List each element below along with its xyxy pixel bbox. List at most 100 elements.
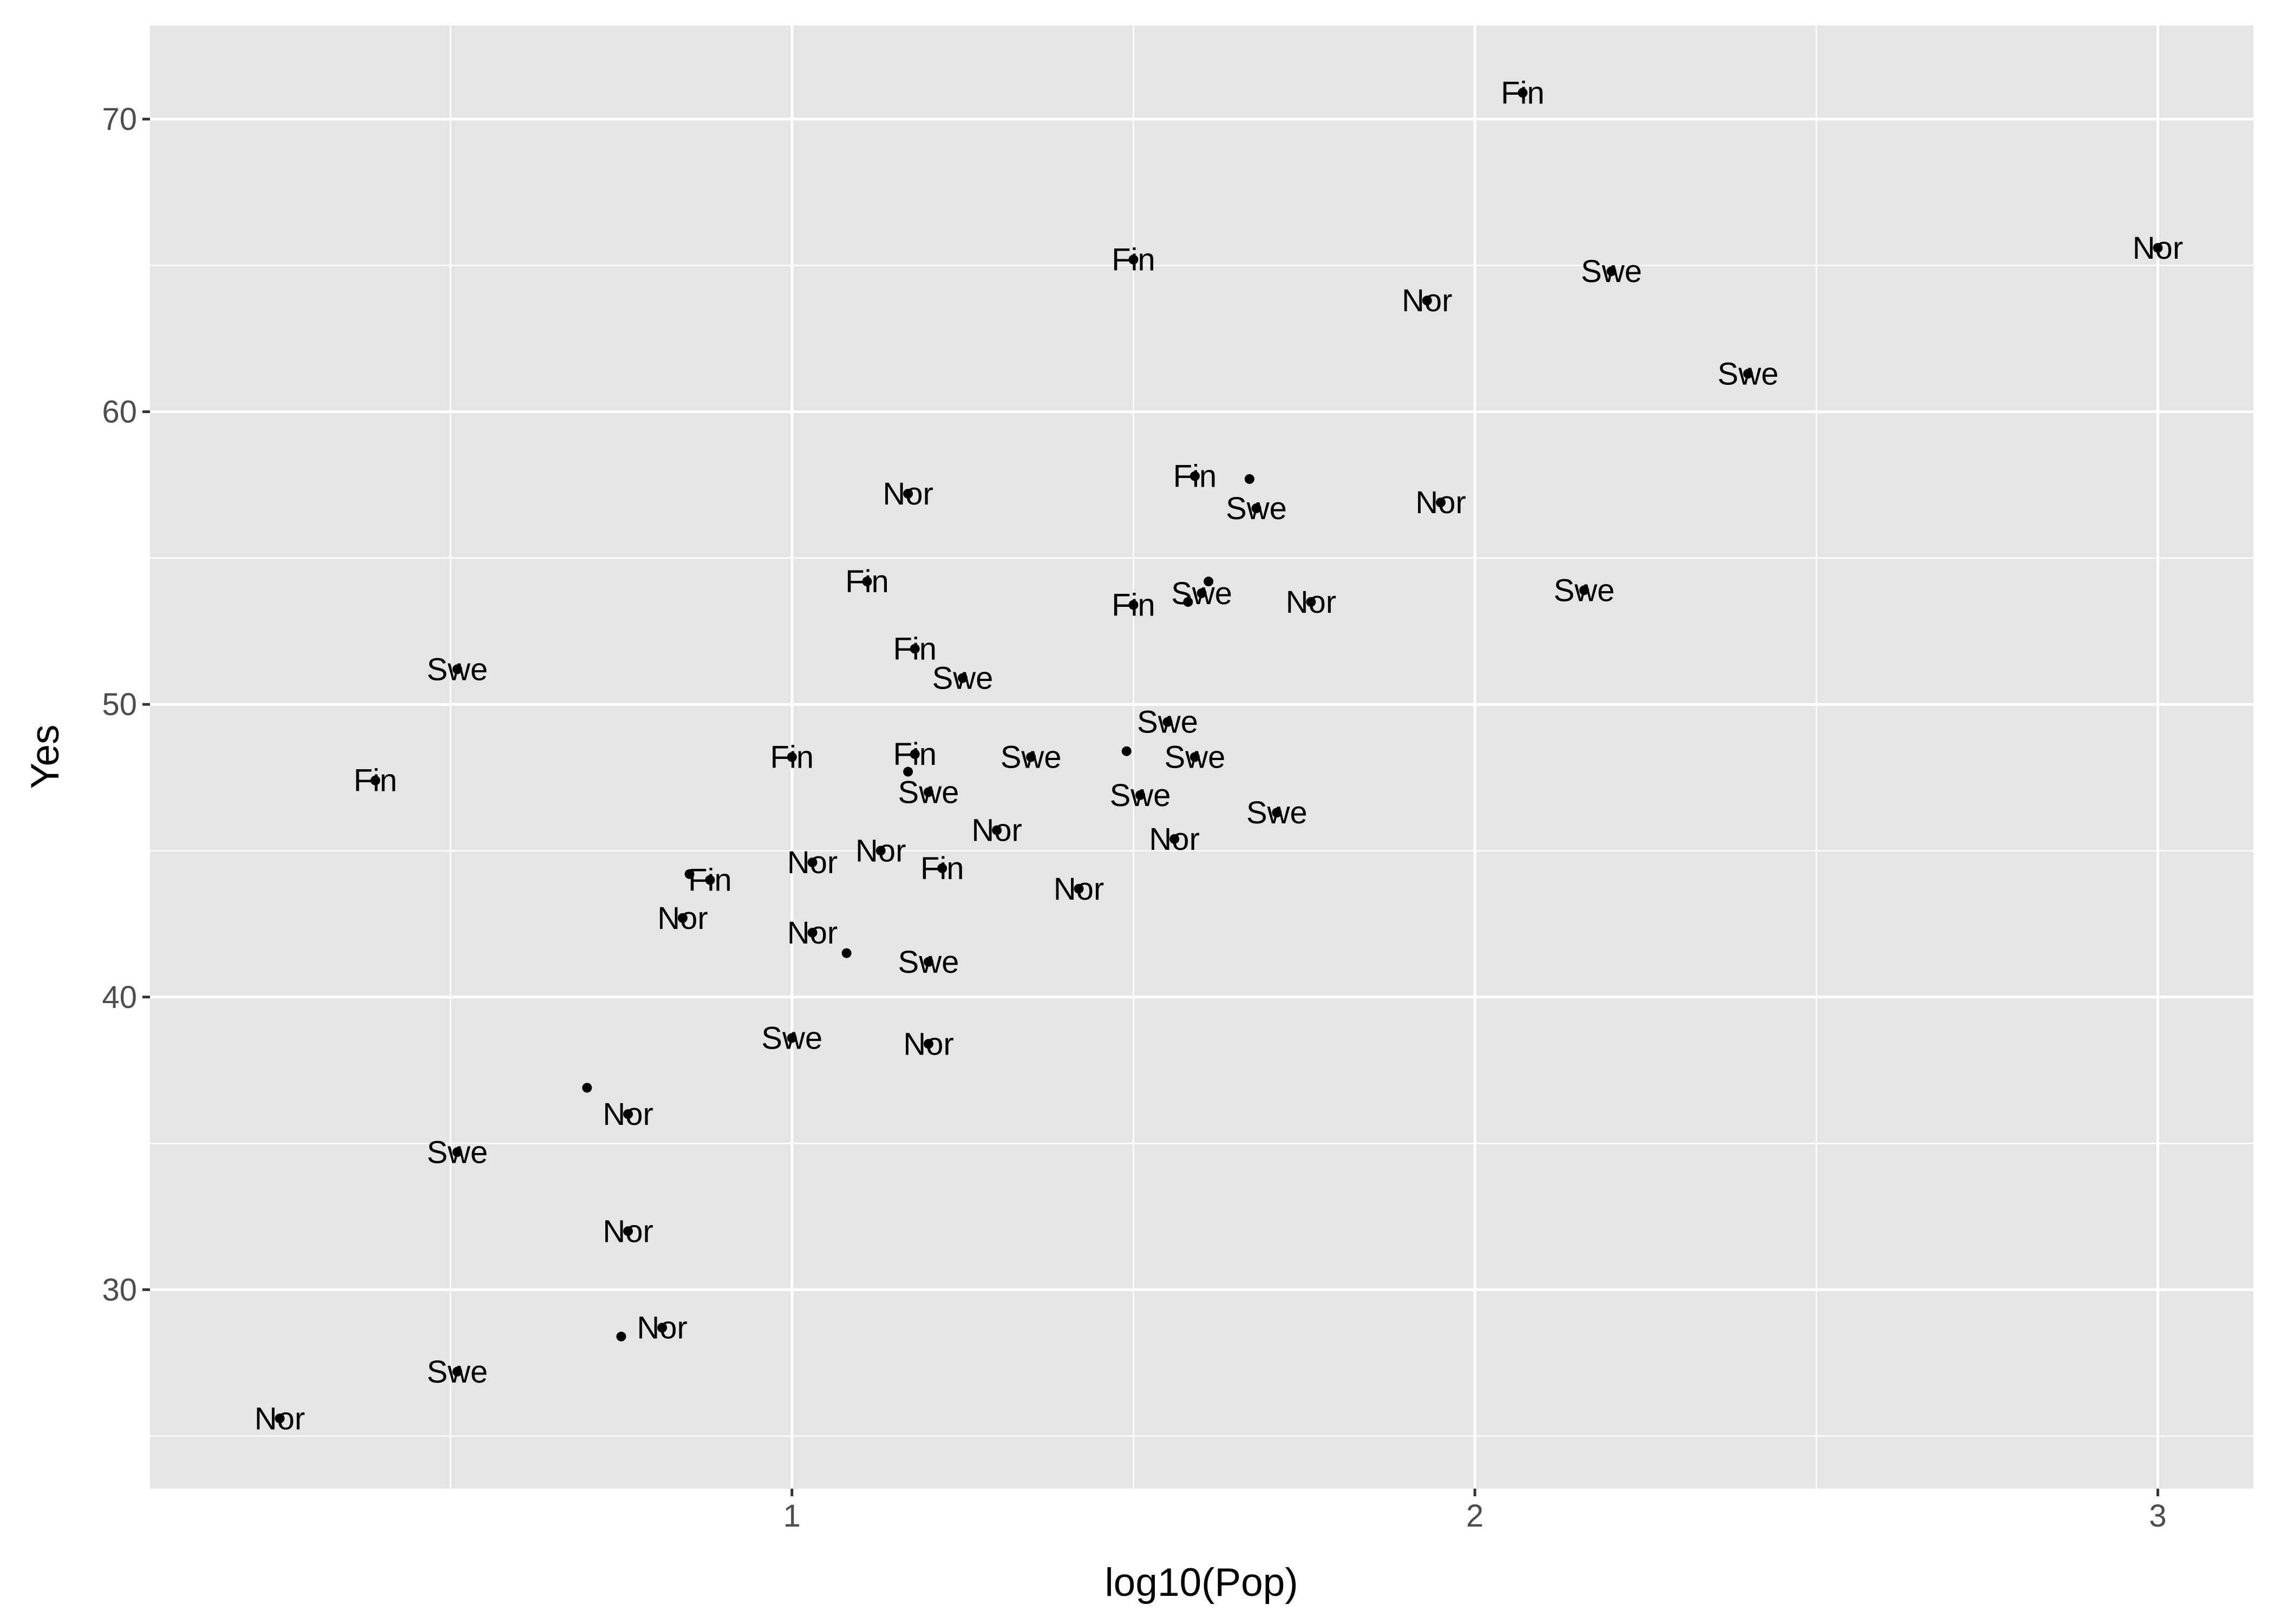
- data-point: [1121, 746, 1132, 756]
- data-point-label: Fin: [893, 631, 937, 666]
- data-point: [452, 1366, 462, 1377]
- data-point-label: Nor: [855, 833, 906, 868]
- data-point-label: Swe: [1137, 705, 1198, 740]
- data-point-label: Nor: [971, 813, 1022, 848]
- y-tick-label: 70: [102, 102, 137, 137]
- data-point-label: Swe: [1246, 795, 1308, 830]
- data-point-label: Fin: [1112, 587, 1155, 623]
- data-point-label: Swe: [761, 1020, 822, 1056]
- data-point-label: Nor: [1286, 585, 1336, 620]
- data-point: [903, 488, 913, 499]
- y-tick-label: 50: [102, 687, 137, 722]
- data-point: [1435, 497, 1446, 508]
- data-point: [1135, 790, 1145, 800]
- data-point: [452, 664, 462, 675]
- data-point: [937, 863, 948, 873]
- data-point-label: Swe: [1171, 576, 1232, 611]
- data-point-label: Nor: [1402, 283, 1452, 318]
- major-gridlines: [150, 25, 2253, 1489]
- data-point: [1518, 88, 1528, 98]
- data-point: [1169, 834, 1180, 844]
- data-point-label: Fin: [1501, 75, 1545, 110]
- data-point: [1128, 254, 1139, 265]
- data-point: [1183, 597, 1193, 607]
- data-point-label: Swe: [1001, 740, 1062, 775]
- data-point: [862, 577, 872, 587]
- data-point: [875, 846, 886, 856]
- data-point-label: Swe: [1226, 491, 1287, 526]
- data-point: [923, 957, 933, 967]
- data-point: [623, 1109, 633, 1119]
- data-point-label: Swe: [427, 1354, 488, 1390]
- data-point: [677, 913, 688, 923]
- data-point: [370, 775, 381, 785]
- data-point: [1422, 296, 1432, 306]
- data-point-label: Fin: [354, 763, 397, 798]
- data-point: [910, 749, 920, 759]
- data-point: [1026, 752, 1036, 762]
- x-tick-label: 1: [783, 1498, 801, 1534]
- data-point: [616, 1331, 626, 1341]
- data-point: [923, 1039, 933, 1049]
- data-point: [1190, 471, 1200, 481]
- data-point: [1204, 577, 1214, 587]
- data-point: [705, 875, 715, 885]
- data-point: [958, 673, 968, 683]
- data-point: [684, 869, 695, 879]
- data-point-label: Swe: [1553, 573, 1615, 608]
- data-point-label: Nor: [2133, 231, 2183, 266]
- data-point-label: Nor: [603, 1097, 653, 1132]
- data-point-label: Nor: [787, 915, 838, 951]
- data-point-label: Nor: [603, 1214, 653, 1249]
- data-point: [1190, 752, 1200, 762]
- data-point: [1272, 808, 1282, 818]
- data-points: [275, 88, 2163, 1424]
- data-point-label: Swe: [898, 775, 959, 810]
- data-point: [1197, 588, 1207, 598]
- data-point-label: Swe: [427, 1135, 488, 1170]
- data-point-label: Nor: [1415, 485, 1466, 520]
- data-point: [903, 767, 913, 777]
- data-point-label: Swe: [1110, 778, 1171, 813]
- data-point-label: Nor: [657, 901, 708, 936]
- data-point-label: Swe: [1164, 740, 1225, 775]
- data-point: [1244, 474, 1254, 484]
- data-point: [787, 1033, 797, 1043]
- data-point-label: Swe: [898, 945, 959, 980]
- data-point: [1128, 600, 1139, 610]
- data-point-label: Nor: [903, 1026, 953, 1062]
- data-point-label: Nor: [637, 1311, 687, 1346]
- x-tick-label: 3: [2149, 1498, 2166, 1534]
- data-point: [1743, 369, 1753, 379]
- x-tick-label: 2: [1466, 1498, 1484, 1534]
- data-point-label: Swe: [1717, 356, 1779, 391]
- y-tick-label: 60: [102, 395, 137, 430]
- data-point: [452, 1147, 462, 1157]
- data-point-label: Nor: [1149, 822, 1199, 857]
- data-point: [841, 948, 852, 958]
- data-point: [1606, 266, 1617, 277]
- data-point: [1074, 883, 1084, 894]
- data-point: [582, 1083, 592, 1093]
- data-point-label: Fin: [893, 737, 937, 772]
- plot-panel: [150, 25, 2253, 1489]
- minor-gridlines: [150, 25, 2253, 1489]
- data-point-label: Swe: [1581, 254, 1642, 289]
- data-point-label: Fin: [1173, 459, 1217, 494]
- data-point: [1251, 503, 1262, 513]
- data-point-label: Nor: [1054, 872, 1104, 907]
- data-point: [807, 857, 818, 868]
- data-point: [1162, 717, 1173, 727]
- y-tick-label: 40: [102, 980, 137, 1015]
- data-point-label: Fin: [845, 564, 889, 599]
- y-axis: 30 40 50 60 70: [102, 102, 150, 1307]
- data-point-label: Swe: [932, 661, 994, 696]
- data-point-label: Swe: [427, 652, 488, 687]
- data-point: [1579, 585, 1589, 595]
- x-axis-title: log10(Pop): [1105, 1561, 1298, 1605]
- data-point: [923, 787, 933, 797]
- data-point-label: Fin: [1112, 242, 1155, 277]
